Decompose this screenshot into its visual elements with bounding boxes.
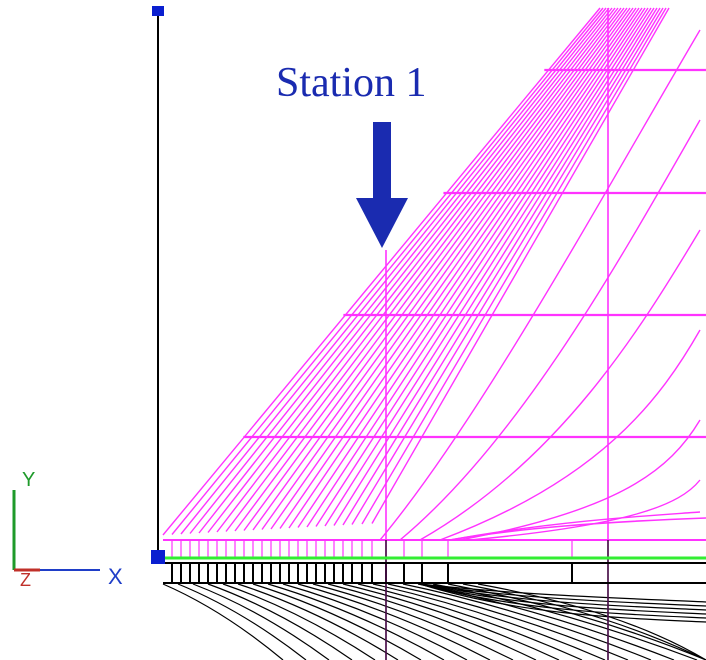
z-axis-label: Z (20, 570, 31, 590)
origin-marker-square-handle-icon[interactable] (151, 550, 165, 564)
surface-curve-line (420, 230, 700, 540)
baseline-group (160, 558, 706, 583)
y-axis-label: Y (22, 469, 35, 491)
surface-curve-line (400, 120, 700, 540)
surface-curve-line (380, 30, 700, 540)
hull-lower-line (193, 584, 329, 660)
hull-lower-line (313, 584, 513, 660)
xyz-axes-icon: Y X Z (14, 469, 123, 590)
hull-lower-lines (163, 584, 706, 660)
surface-curve-lines (380, 30, 700, 540)
top-marker-square-handle-icon[interactable] (152, 6, 164, 16)
hull-lower-line (163, 584, 283, 660)
station-label: Station 1 (276, 60, 427, 106)
down-arrow-icon (356, 122, 408, 248)
x-axis-label: X (108, 564, 123, 589)
hull-lower-line (328, 584, 536, 660)
station-ticks (172, 540, 572, 583)
hull-lower-line (238, 584, 398, 660)
surface-curve-line (440, 330, 700, 540)
